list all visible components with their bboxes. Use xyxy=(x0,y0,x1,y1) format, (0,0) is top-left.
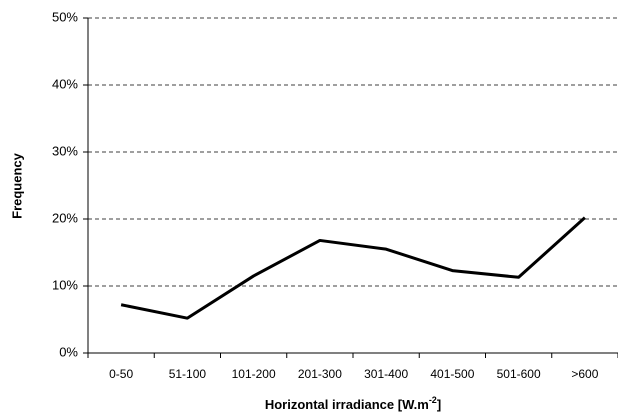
x-tick-label: >600 xyxy=(571,367,598,381)
x-tick-label: 0-50 xyxy=(109,367,133,381)
y-tick-label: 0% xyxy=(59,344,78,359)
x-tick-label: 51-100 xyxy=(169,367,207,381)
y-axis-label: Frequency xyxy=(9,152,24,219)
x-axis-label: Horizontal irradiance [W.m-2] xyxy=(265,395,441,412)
y-tick-label: 40% xyxy=(52,76,78,91)
x-axis-label-sup: -2 xyxy=(429,395,437,405)
y-tick-label: 20% xyxy=(52,210,78,225)
x-tick-label: 201-300 xyxy=(298,367,342,381)
y-tick-label: 30% xyxy=(52,143,78,158)
x-tick-label: 401-500 xyxy=(430,367,474,381)
x-tick-label: 501-600 xyxy=(497,367,541,381)
y-tick-label: 50% xyxy=(52,9,78,24)
x-axis-label-text: Horizontal irradiance [W.m xyxy=(265,397,429,412)
y-tick-label: 10% xyxy=(52,277,78,292)
x-axis-label-suffix: ] xyxy=(437,397,441,412)
x-tick-label: 301-400 xyxy=(364,367,408,381)
x-tick-label: 101-200 xyxy=(232,367,276,381)
line xyxy=(120,216,586,320)
